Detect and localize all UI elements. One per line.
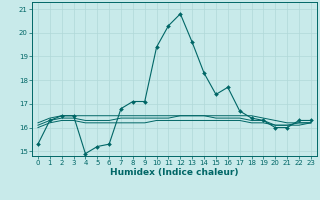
X-axis label: Humidex (Indice chaleur): Humidex (Indice chaleur) bbox=[110, 168, 239, 177]
